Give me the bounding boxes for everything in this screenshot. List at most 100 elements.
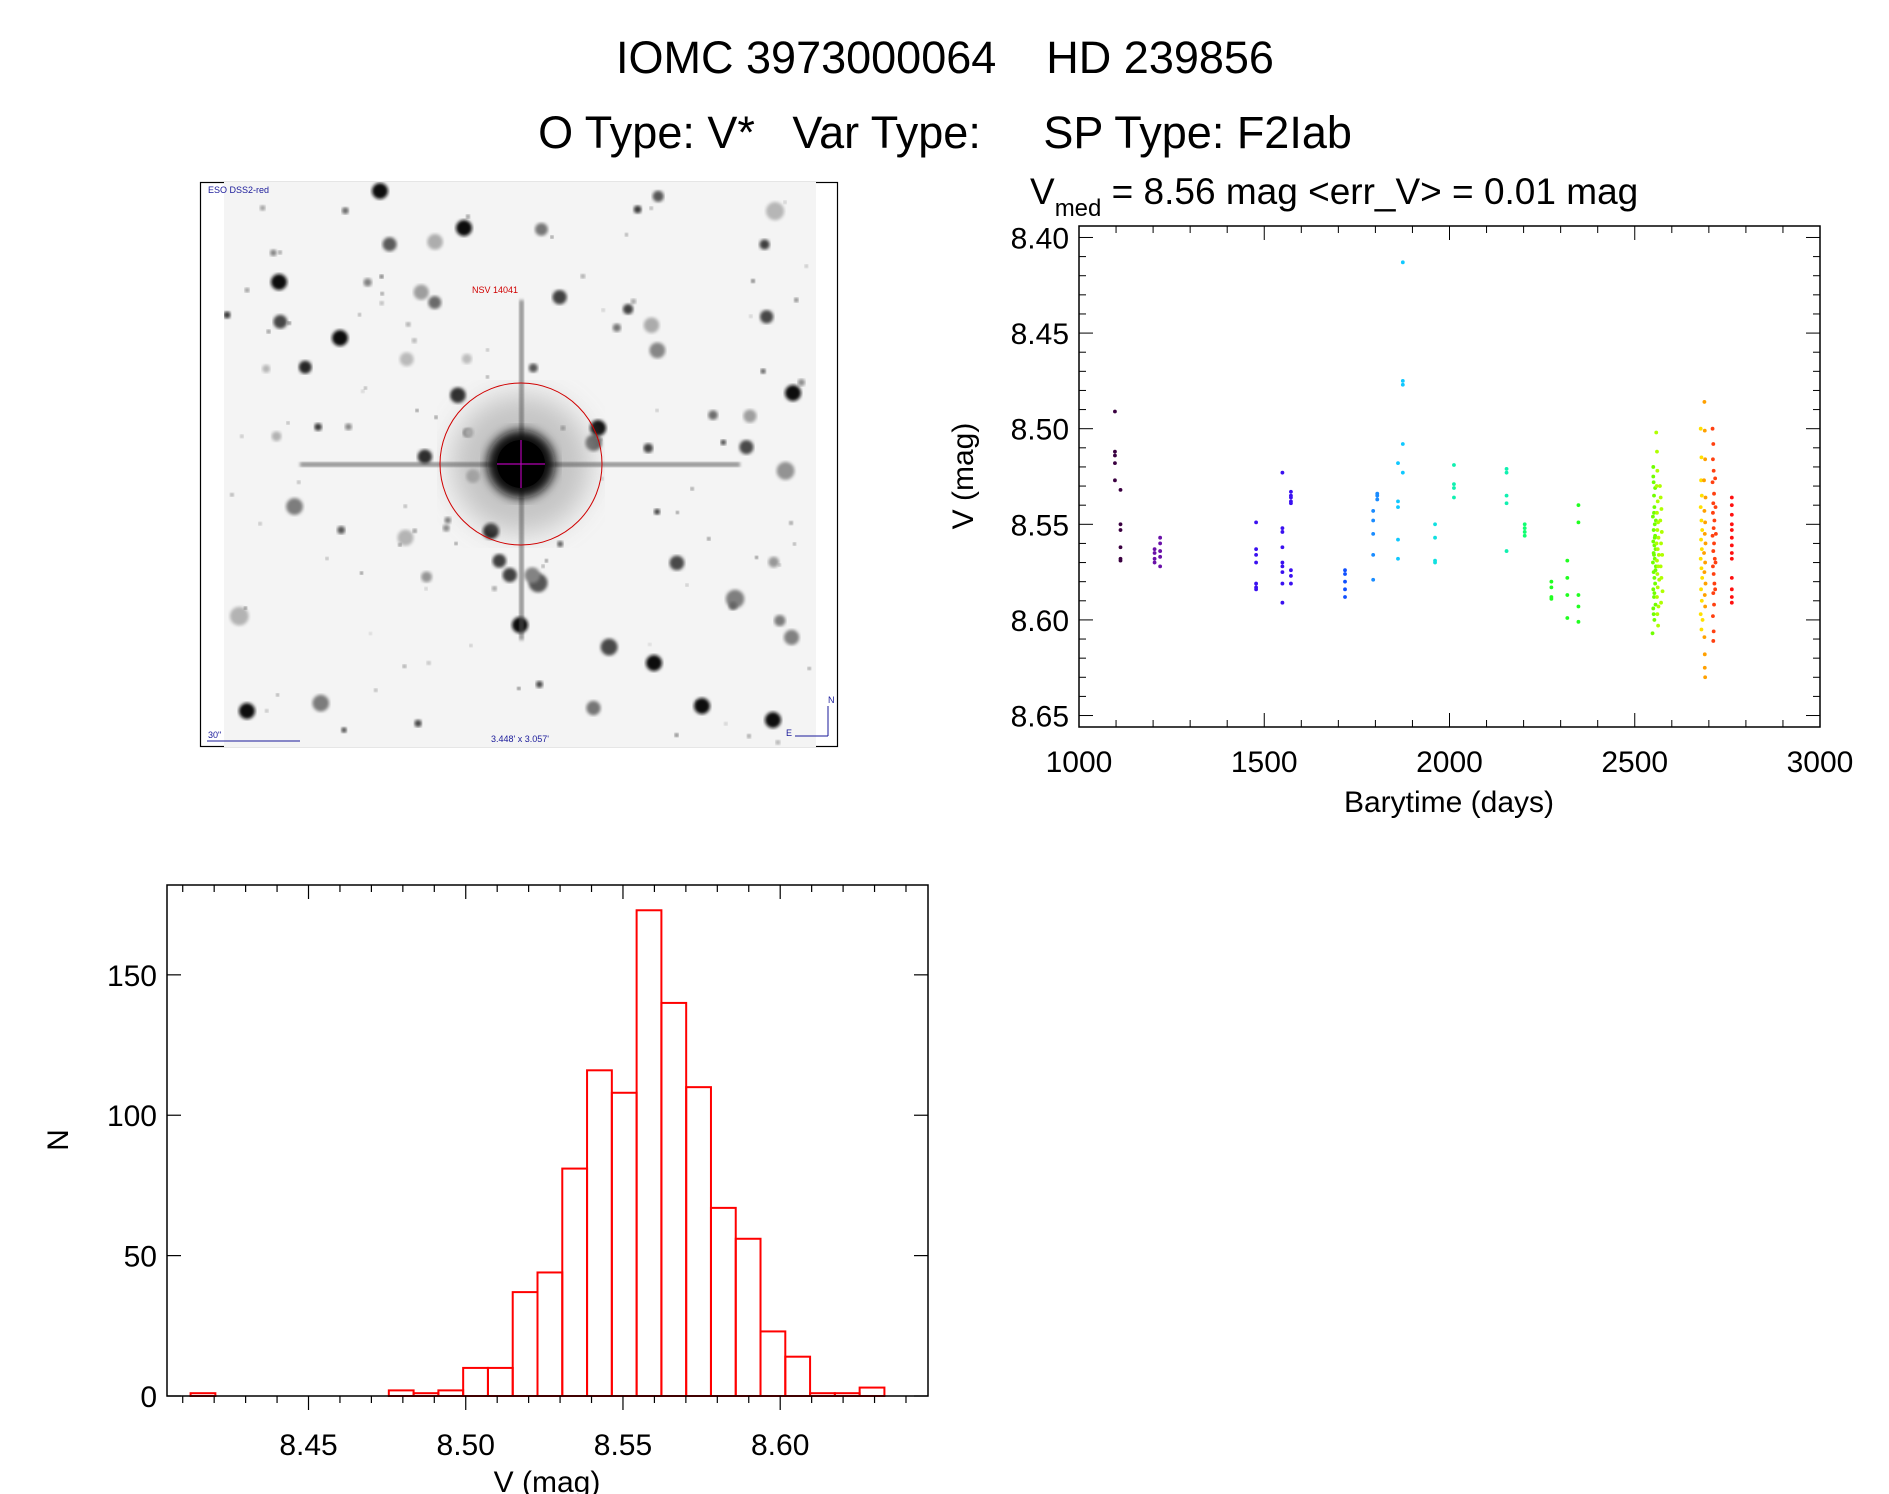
data-point: [1254, 553, 1258, 557]
data-point: [1729, 503, 1734, 508]
star: [778, 563, 782, 567]
star: [728, 601, 738, 611]
data-point: [1158, 564, 1163, 569]
data-point: [1280, 560, 1285, 565]
data-point: [1400, 470, 1405, 475]
data-point: [1343, 568, 1347, 573]
data-point: [1729, 495, 1734, 500]
data-point: [1113, 478, 1117, 483]
data-point: [1565, 593, 1570, 597]
north-label: N: [828, 695, 835, 705]
x-tick-label: 2000: [1416, 746, 1483, 779]
star: [535, 680, 543, 688]
data-point: [1433, 560, 1437, 565]
star: [314, 423, 322, 431]
data-point: [1565, 558, 1570, 563]
data-point: [1289, 581, 1293, 586]
data-point: [1711, 501, 1716, 506]
data-point: [1698, 556, 1703, 561]
x-tick-label: 8.60: [751, 1429, 809, 1462]
data-point: [1289, 568, 1293, 573]
data-point: [1700, 528, 1705, 532]
data-point: [1158, 541, 1163, 546]
data-point: [1118, 528, 1123, 532]
data-point: [1729, 522, 1734, 527]
data-point: [1702, 428, 1707, 433]
star: [368, 632, 372, 636]
data-point: [1280, 581, 1285, 586]
data-point: [1396, 461, 1400, 466]
data-point: [1375, 493, 1380, 498]
y-tick-label: 8.40: [1011, 222, 1069, 255]
star: [427, 234, 443, 250]
data-point: [1660, 589, 1665, 594]
star: [789, 520, 794, 525]
data-point: [1113, 461, 1117, 466]
data-point: [1703, 604, 1708, 609]
data-point: [1711, 629, 1716, 634]
star: [759, 310, 774, 324]
data-point: [1658, 564, 1663, 569]
data-point: [1711, 614, 1715, 618]
target-aperture-circle: [439, 382, 603, 546]
star: [649, 342, 666, 359]
data-point: [1651, 587, 1656, 592]
x-tick-label: 8.55: [594, 1429, 652, 1462]
data-point: [1699, 566, 1704, 571]
data-point: [1371, 553, 1376, 557]
star: [434, 415, 438, 420]
data-point: [1396, 537, 1400, 542]
x-tick-label: 1500: [1231, 746, 1298, 779]
data-point: [1654, 541, 1659, 546]
scale-bar-label: 30": [208, 730, 221, 740]
star: [599, 437, 603, 441]
data-point: [1289, 501, 1293, 506]
star: [262, 364, 271, 373]
star: [586, 700, 601, 716]
x-tick-label: 2500: [1601, 746, 1668, 779]
data-point: [1113, 449, 1117, 454]
histogram-bar: [561, 1167, 589, 1397]
star: [601, 308, 605, 312]
survey-label: ESO DSS2-red: [208, 185, 269, 195]
star: [557, 540, 564, 547]
star: [755, 555, 759, 559]
star: [270, 249, 277, 257]
data-point: [1652, 505, 1657, 509]
star: [380, 292, 384, 296]
finder-chart: ESO DSS2-red NSV 14041 30" 3.448' x 3.05…: [199, 181, 839, 748]
light-curve-plot-frame: [1078, 225, 1821, 728]
histogram-bar: [536, 1271, 564, 1398]
data-point: [1699, 547, 1704, 552]
star: [750, 278, 755, 283]
data-point: [1113, 453, 1117, 458]
star: [724, 721, 728, 726]
star: [244, 287, 250, 293]
star: [759, 239, 770, 250]
star: [765, 712, 781, 728]
star: [785, 385, 801, 401]
data-point: [1729, 528, 1734, 532]
data-point: [1656, 604, 1661, 609]
data-point: [1653, 581, 1658, 586]
data-point: [1289, 495, 1293, 500]
data-point: [1158, 549, 1163, 553]
data-point: [1713, 476, 1718, 481]
data-point: [1118, 487, 1123, 492]
star: [612, 323, 621, 332]
data-point: [1652, 535, 1657, 540]
data-point: [1655, 547, 1660, 552]
star: [685, 583, 689, 587]
data-point: [1289, 489, 1293, 494]
light-curve-y-label: V (mag): [947, 423, 980, 530]
data-point: [1702, 400, 1707, 404]
star: [552, 289, 567, 305]
y-tick-label: 8.45: [1011, 318, 1069, 351]
data-point: [1343, 572, 1347, 576]
histogram-plot-frame: [166, 884, 929, 1397]
data-point: [1655, 528, 1660, 532]
star: [417, 449, 433, 464]
data-point: [1658, 518, 1663, 523]
data-point: [1576, 619, 1581, 624]
data-point: [1729, 600, 1734, 605]
